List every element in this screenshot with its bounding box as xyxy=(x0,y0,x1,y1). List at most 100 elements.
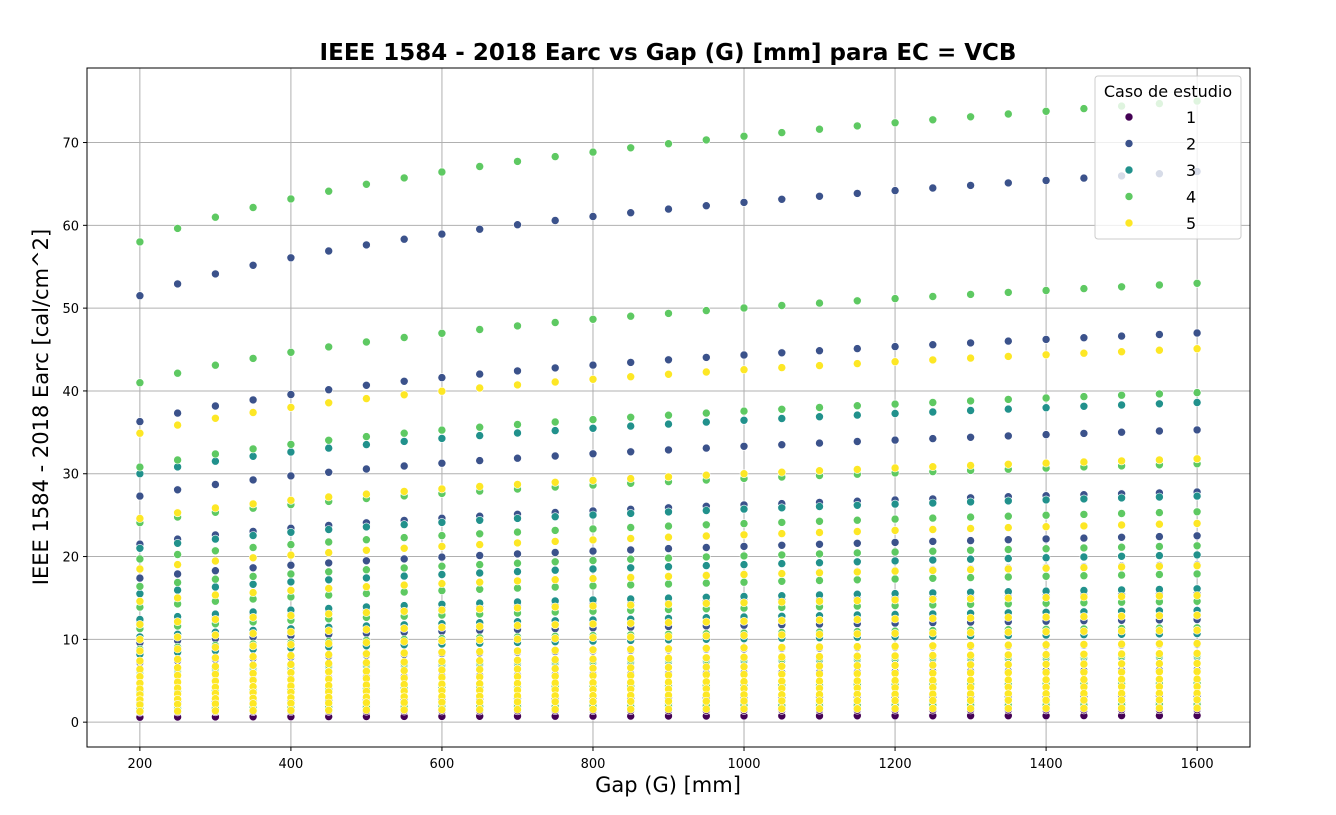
data-point xyxy=(135,646,145,656)
data-point xyxy=(966,660,975,670)
data-point xyxy=(550,645,560,655)
data-point xyxy=(890,547,900,557)
data-point xyxy=(852,629,862,639)
data-point xyxy=(1192,491,1202,501)
data-point xyxy=(550,537,560,546)
data-point xyxy=(173,632,182,642)
data-point xyxy=(399,533,409,542)
data-point xyxy=(1041,695,1051,705)
data-point xyxy=(701,408,711,418)
data-point xyxy=(286,586,296,595)
data-point xyxy=(739,350,749,360)
data-point xyxy=(173,408,182,418)
data-point xyxy=(399,606,409,616)
data-point xyxy=(475,577,485,587)
data-point xyxy=(173,420,182,430)
data-point xyxy=(475,224,485,234)
data-point xyxy=(248,588,258,597)
data-point xyxy=(626,563,636,573)
data-point xyxy=(475,604,485,614)
data-point xyxy=(701,631,711,641)
data-point xyxy=(1079,659,1089,669)
data-point xyxy=(1041,553,1051,563)
data-point xyxy=(324,398,334,408)
data-point xyxy=(966,338,975,348)
data-point xyxy=(173,569,182,579)
data-point xyxy=(1192,328,1202,338)
data-point xyxy=(286,668,296,677)
data-point xyxy=(324,639,334,648)
data-point xyxy=(211,480,220,489)
data-point xyxy=(513,697,522,707)
data-point xyxy=(286,447,296,457)
data-point xyxy=(588,147,598,157)
data-point xyxy=(1117,390,1126,400)
data-point xyxy=(777,440,787,450)
data-point xyxy=(513,583,522,593)
data-point xyxy=(437,623,447,632)
data-point xyxy=(362,608,371,617)
data-point xyxy=(1079,457,1089,467)
data-point xyxy=(815,124,824,134)
data-point xyxy=(248,579,258,589)
data-point xyxy=(777,559,787,568)
data-point xyxy=(550,318,560,327)
data-point xyxy=(135,378,145,388)
data-point xyxy=(324,567,334,577)
data-point xyxy=(777,550,787,560)
data-point xyxy=(211,212,220,222)
data-point xyxy=(513,321,522,331)
data-point xyxy=(588,704,598,714)
data-point xyxy=(1192,550,1202,560)
data-point xyxy=(626,311,636,321)
data-point xyxy=(248,499,258,509)
data-point xyxy=(815,576,824,585)
data-point xyxy=(135,543,145,553)
data-point xyxy=(362,240,371,250)
data-point xyxy=(626,704,636,714)
data-point xyxy=(701,617,711,627)
data-point xyxy=(1079,104,1089,113)
data-point xyxy=(362,432,371,441)
data-point xyxy=(739,704,749,714)
data-point xyxy=(966,290,975,299)
data-point xyxy=(852,121,862,131)
data-point xyxy=(815,696,824,706)
data-point xyxy=(286,495,296,505)
data-point xyxy=(135,417,145,426)
data-point xyxy=(362,705,371,715)
data-point xyxy=(1192,591,1202,600)
data-point xyxy=(324,537,334,547)
data-point xyxy=(286,611,296,620)
data-point xyxy=(286,403,296,412)
data-point xyxy=(211,590,220,600)
data-point xyxy=(815,438,824,448)
data-point xyxy=(135,664,145,674)
data-point xyxy=(928,513,938,523)
data-point xyxy=(701,578,711,588)
data-point xyxy=(966,461,975,470)
data-point xyxy=(1041,286,1051,295)
data-point xyxy=(701,599,711,608)
data-point xyxy=(777,363,787,372)
data-point xyxy=(1079,510,1089,519)
data-point xyxy=(890,669,900,678)
data-point xyxy=(1117,639,1126,649)
data-point xyxy=(1155,649,1164,659)
data-point xyxy=(135,491,145,501)
plot-area-frame xyxy=(86,67,1251,748)
data-point xyxy=(173,508,182,518)
legend-marker xyxy=(1124,139,1134,148)
data-point xyxy=(928,462,938,472)
data-point xyxy=(550,634,560,643)
data-point xyxy=(399,648,409,658)
data-point xyxy=(664,644,673,654)
data-point xyxy=(1192,667,1202,676)
legend-label: 2 xyxy=(1186,135,1196,154)
data-point xyxy=(588,564,598,574)
data-point xyxy=(550,582,560,592)
data-point xyxy=(173,485,182,495)
data-point xyxy=(701,135,711,145)
data-point xyxy=(1192,649,1202,658)
